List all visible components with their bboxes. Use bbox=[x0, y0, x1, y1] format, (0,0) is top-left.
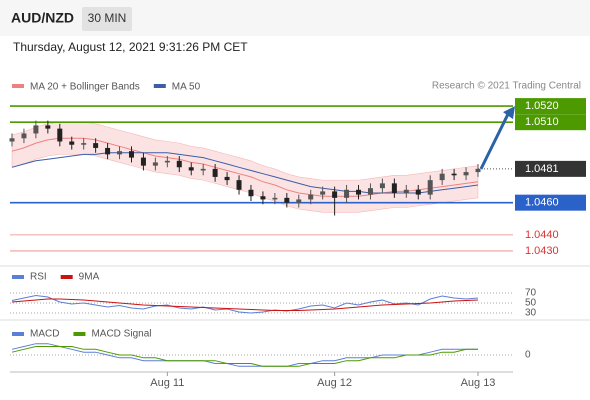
timeframe-button[interactable] bbox=[82, 7, 132, 31]
x-tick-label: Aug 13 bbox=[461, 377, 496, 389]
candle-body bbox=[248, 189, 254, 197]
candle-body bbox=[188, 167, 194, 171]
candle-body bbox=[320, 191, 326, 195]
candle-body bbox=[236, 180, 242, 190]
legend-label: MACD bbox=[30, 329, 59, 340]
candle-body bbox=[272, 197, 278, 200]
candle-body bbox=[475, 168, 481, 173]
legend-label: RSI bbox=[30, 272, 47, 283]
price-label: 1.0430 bbox=[525, 245, 559, 257]
bollinger-band bbox=[11, 121, 479, 213]
price-label-box bbox=[515, 160, 586, 177]
candle-body bbox=[33, 125, 39, 134]
candle-body bbox=[152, 162, 158, 166]
y-tick-label: 70 bbox=[525, 288, 537, 299]
candle-body bbox=[403, 189, 409, 194]
candle-body bbox=[332, 191, 338, 198]
candle-body bbox=[224, 176, 230, 181]
legend-label: MACD Signal bbox=[91, 329, 151, 340]
candle-body bbox=[439, 173, 445, 181]
candle-body bbox=[356, 189, 362, 195]
legend-swatch bbox=[153, 84, 166, 88]
legend-swatch bbox=[73, 332, 86, 336]
legend-swatch bbox=[12, 332, 24, 336]
x-tick-label: Aug 12 bbox=[317, 377, 352, 389]
candle-body bbox=[296, 199, 302, 203]
candle-body bbox=[344, 189, 350, 198]
price-label: 1.0510 bbox=[525, 116, 559, 128]
y-tick-label: 30 bbox=[525, 308, 537, 319]
candle-body bbox=[45, 125, 51, 129]
price-label: 1.0460 bbox=[525, 197, 559, 209]
projection-arrowhead bbox=[503, 106, 515, 120]
candle-body bbox=[427, 180, 433, 195]
candle-body bbox=[308, 194, 314, 200]
legend-label: 9MA bbox=[79, 272, 100, 283]
x-tick-label: Aug 11 bbox=[150, 377, 184, 389]
price-label: 1.0481 bbox=[525, 163, 559, 175]
indicator-line bbox=[11, 294, 479, 314]
indicator-line bbox=[11, 298, 479, 311]
candle-body bbox=[284, 197, 290, 203]
candle-body bbox=[200, 168, 206, 171]
moving-average bbox=[11, 152, 479, 194]
candle-body bbox=[93, 143, 99, 148]
timeframe[interactable]: 30 MIN bbox=[88, 11, 127, 25]
copyright: Research © 2021 Trading Central bbox=[432, 81, 581, 92]
candle-body bbox=[164, 160, 170, 163]
legend-label: MA 20 + Bollinger Bands bbox=[30, 82, 140, 93]
price-label-box bbox=[515, 98, 586, 115]
candle-body bbox=[451, 173, 457, 176]
legend-label: MA 50 bbox=[172, 82, 201, 93]
candle-body bbox=[105, 147, 111, 155]
candle-body bbox=[415, 189, 421, 195]
symbol: AUD/NZD bbox=[11, 10, 74, 26]
candle-body bbox=[212, 168, 218, 177]
price-label-box bbox=[515, 114, 586, 131]
price-label: 1.0520 bbox=[525, 100, 559, 112]
y-tick-label: 0 bbox=[525, 350, 531, 361]
legend-swatch bbox=[60, 275, 73, 279]
moving-average bbox=[11, 137, 479, 197]
candle-body bbox=[57, 128, 63, 142]
candle-body bbox=[140, 157, 146, 166]
candle-body bbox=[260, 196, 266, 200]
candle-body bbox=[176, 160, 182, 168]
price-label-box bbox=[515, 194, 586, 211]
candle-body bbox=[117, 151, 123, 155]
datetime: Thursday, August 12, 2021 9:31:26 PM CET bbox=[13, 40, 248, 54]
y-tick-label: 50 bbox=[525, 298, 537, 309]
candle-body bbox=[128, 151, 134, 158]
candle-body bbox=[81, 143, 87, 145]
projection-arrow bbox=[479, 109, 512, 170]
candle-body bbox=[367, 188, 373, 195]
candle-body bbox=[391, 183, 397, 194]
candle-body bbox=[9, 138, 15, 142]
candle-body bbox=[463, 172, 469, 176]
price-label: 1.0440 bbox=[525, 229, 559, 241]
candle-body bbox=[21, 133, 27, 139]
indicator-line bbox=[11, 346, 478, 367]
candle-body bbox=[69, 141, 75, 145]
candle-body bbox=[379, 183, 385, 189]
legend-swatch bbox=[12, 84, 24, 88]
indicator-line bbox=[11, 343, 478, 367]
legend-swatch bbox=[12, 275, 24, 279]
